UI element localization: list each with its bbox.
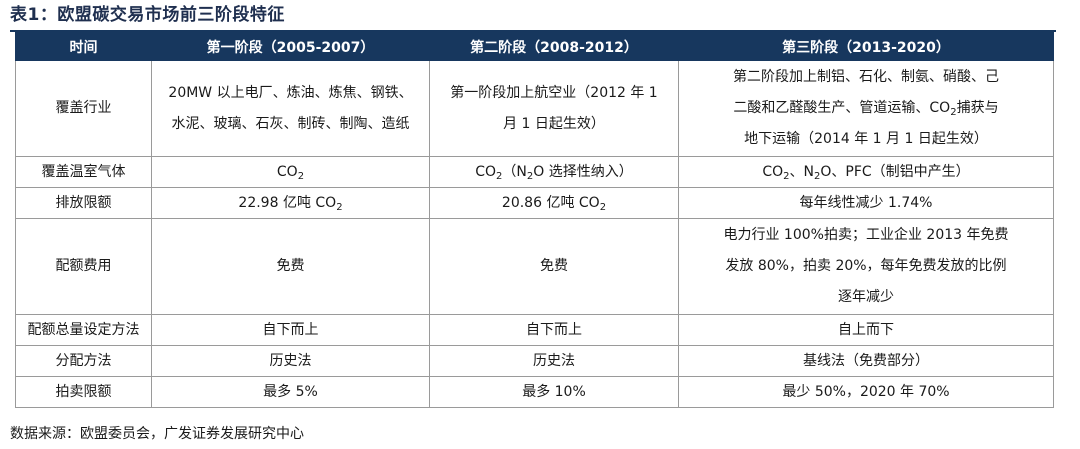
row-label-setting: 配额总量设定方法 <box>15 314 152 346</box>
subscript: 2 <box>526 171 534 182</box>
table-row-coverage: 覆盖行业 20MW 以上电厂、炼油、炼焦、钢铁、 水泥、玻璃、石灰、制砖、制陶、… <box>15 60 1054 157</box>
subscript: 2 <box>297 171 305 182</box>
cell-coverage-phase-1: 20MW 以上电厂、炼油、炼焦、钢铁、 水泥、玻璃、石灰、制砖、制陶、造纸 <box>151 60 430 157</box>
cell-fee-phase-3: 电力行业 100%拍卖；工业企业 2013 年免费 发放 80%，拍卖 20%，… <box>678 218 1054 315</box>
subscript: 2 <box>783 171 790 182</box>
cell-text: 二酸和乙醛酸生产、管道运输、CO <box>733 100 951 116</box>
cell-gases-phase-1: CO2 <box>151 156 430 188</box>
header-phase-2: 第二阶段（2008-2012） <box>429 32 679 61</box>
title-rule <box>10 30 1056 32</box>
subscript: 2 <box>336 202 343 213</box>
row-label-gases: 覆盖温室气体 <box>15 156 152 188</box>
cell-text: （N <box>502 164 527 180</box>
header-time: 时间 <box>15 32 152 61</box>
cell-coverage-phase-2: 第一阶段加上航空业（2012 年 1 月 1 日起生效） <box>429 60 679 157</box>
cell-setting-phase-2: 自下而上 <box>429 314 679 346</box>
row-label-fee: 配额费用 <box>15 218 152 315</box>
cell-gases-phase-3: CO2、N2O、PFC（制铝中产生） <box>678 156 1054 188</box>
cell-allocation-phase-2: 历史法 <box>429 345 679 377</box>
subscript: 2 <box>599 202 607 213</box>
table-row-setting: 配额总量设定方法 自下而上 自下而上 自上而下 <box>15 314 1054 346</box>
cell-text: 捕获与 <box>956 100 999 116</box>
row-label-cap: 排放限额 <box>15 187 152 219</box>
row-label-coverage: 覆盖行业 <box>15 60 152 157</box>
cell-text: O、PFC（制铝中产生） <box>820 164 970 180</box>
subscript: 2 <box>950 107 957 118</box>
table-row-cap: 排放限额 22.98 亿吨 CO2 20.86 亿吨 CO2 每年线性减少 1.… <box>15 187 1054 219</box>
cell-allocation-phase-1: 历史法 <box>151 345 430 377</box>
cell-cap-phase-1: 22.98 亿吨 CO2 <box>151 187 430 219</box>
cell-line: 电力行业 100%拍卖；工业企业 2013 年免费 <box>723 227 1009 243</box>
header-phase-3: 第三阶段（2013-2020） <box>678 32 1054 61</box>
cell-line: 20MW 以上电厂、炼油、炼焦、钢铁、 <box>168 84 413 101</box>
table-row-auction: 拍卖限额 最多 5% 最多 10% 最少 50%，2020 年 70% <box>15 376 1054 408</box>
cell-fee-phase-2: 免费 <box>429 218 679 315</box>
cell-auction-phase-1: 最多 5% <box>151 376 430 408</box>
cell-text: CO <box>475 164 497 180</box>
cell-text: 、N <box>789 164 814 180</box>
cell-text: 20.86 亿吨 CO <box>501 195 600 211</box>
table-row-allocation: 分配方法 历史法 历史法 基线法（免费部分） <box>15 345 1054 377</box>
cell-allocation-phase-3: 基线法（免费部分） <box>678 345 1054 377</box>
cell-gases-phase-2: CO2（N2O 选择性纳入） <box>429 156 679 188</box>
cell-text: CO <box>276 164 298 180</box>
cell-text: 22.98 亿吨 CO <box>238 195 337 211</box>
cell-setting-phase-3: 自上而下 <box>678 314 1054 346</box>
cell-cap-phase-2: 20.86 亿吨 CO2 <box>429 187 679 219</box>
subscript: 2 <box>496 171 503 182</box>
cell-line: 第一阶段加上航空业（2012 年 1 <box>450 84 658 101</box>
source-note: 数据来源：欧盟委员会，广发证券发展研究中心 <box>10 426 304 442</box>
table-title: 表1：欧盟碳交易市场前三阶段特征 <box>10 5 285 25</box>
cell-setting-phase-1: 自下而上 <box>151 314 430 346</box>
cell-line: 发放 80%，拍卖 20%，每年免费发放的比例 <box>725 258 1007 274</box>
eu-ets-phases-table: 时间 第一阶段（2005-2007） 第二阶段（2008-2012） 第三阶段（… <box>15 32 1054 408</box>
cell-coverage-phase-3: 第二阶段加上制铝、石化、制氨、硝酸、己 二酸和乙醛酸生产、管道运输、CO2捕获与… <box>678 60 1054 157</box>
cell-text: O 选择性纳入） <box>533 164 633 180</box>
cell-fee-phase-1: 免费 <box>151 218 430 315</box>
cell-text: CO <box>762 164 784 180</box>
row-label-allocation: 分配方法 <box>15 345 152 377</box>
cell-cap-phase-3: 每年线性减少 1.74% <box>678 187 1054 219</box>
cell-line: 水泥、玻璃、石灰、制砖、制陶、造纸 <box>171 115 410 132</box>
table-row-fee: 配额费用 免费 免费 电力行业 100%拍卖；工业企业 2013 年免费 发放 … <box>15 218 1054 315</box>
cell-line: 二酸和乙醛酸生产、管道运输、CO2捕获与 <box>687 93 1045 124</box>
cell-line: 地下运输（2014 年 1 月 1 日起生效） <box>744 131 988 147</box>
subscript: 2 <box>813 171 821 182</box>
cell-line: 第二阶段加上制铝、石化、制氨、硝酸、己 <box>733 69 999 85</box>
cell-line: 月 1 日起生效） <box>503 115 605 132</box>
cell-line: 逐年减少 <box>838 289 894 305</box>
row-label-auction: 拍卖限额 <box>15 376 152 408</box>
cell-auction-phase-2: 最多 10% <box>429 376 679 408</box>
header-row: 时间 第一阶段（2005-2007） 第二阶段（2008-2012） 第三阶段（… <box>15 32 1054 61</box>
table-row-gases: 覆盖温室气体 CO2 CO2（N2O 选择性纳入） CO2、N2O、PFC（制铝… <box>15 156 1054 188</box>
header-phase-1: 第一阶段（2005-2007） <box>151 32 430 61</box>
cell-auction-phase-3: 最少 50%，2020 年 70% <box>678 376 1054 408</box>
